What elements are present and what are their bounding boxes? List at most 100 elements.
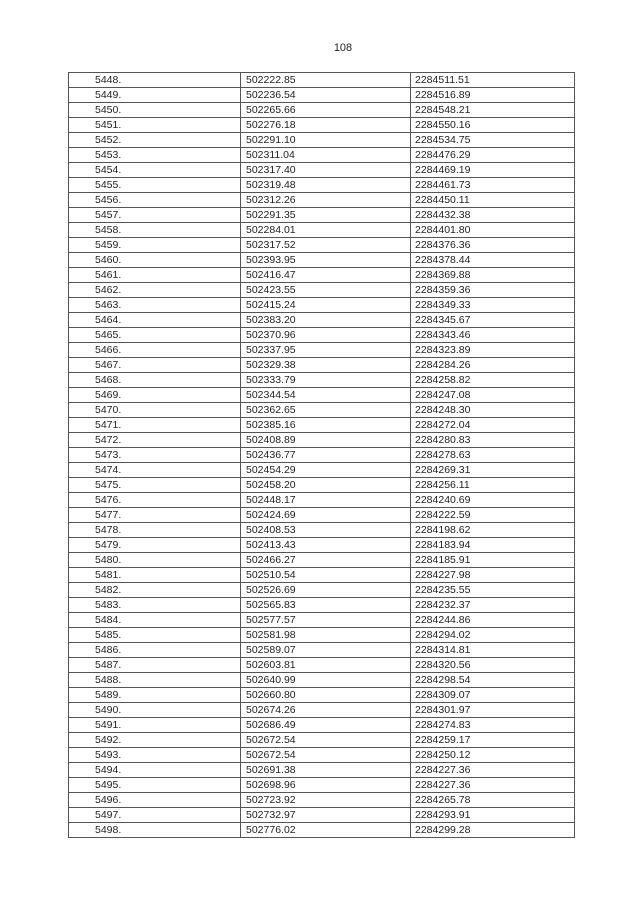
y-coordinate-cell: 2284258.82 — [410, 372, 575, 388]
y-coordinate-cell: 2284232.37 — [410, 597, 575, 613]
x-coordinate-cell: 502603.81 — [240, 657, 411, 673]
x-coordinate-cell: 502640.99 — [240, 672, 411, 688]
point-number-cell: 5484. — [68, 612, 241, 628]
table-row: 5464. 502383.20 2284345.67 — [68, 312, 575, 328]
y-coordinate-cell: 2284294.02 — [410, 627, 575, 643]
x-coordinate-cell: 502276.18 — [240, 117, 411, 133]
table-row: 5480. 502466.27 2284185.91 — [68, 552, 575, 568]
point-number-cell: 5491. — [68, 717, 241, 733]
point-number-cell: 5474. — [68, 462, 241, 478]
table-row: 5452. 502291.10 2284534.75 — [68, 132, 575, 148]
y-coordinate-cell: 2284269.31 — [410, 462, 575, 478]
x-coordinate-cell: 502408.53 — [240, 522, 411, 538]
x-coordinate-cell: 502723.92 — [240, 792, 411, 808]
y-coordinate-cell: 2284309.07 — [410, 687, 575, 703]
x-coordinate-cell: 502383.20 — [240, 312, 411, 328]
point-number-cell: 5494. — [68, 762, 241, 778]
table-row: 5473. 502436.77 2284278.63 — [68, 447, 575, 463]
point-number-cell: 5485. — [68, 627, 241, 643]
x-coordinate-cell: 502370.96 — [240, 327, 411, 343]
table-row: 5448. 502222.85 2284511.51 — [68, 72, 575, 88]
table-body: 5448. 502222.85 2284511.51 5449. 502236.54 22… — [68, 72, 575, 838]
point-number-cell: 5469. — [68, 387, 241, 403]
point-number-cell: 5482. — [68, 582, 241, 598]
y-coordinate-cell: 2284274.83 — [410, 717, 575, 733]
x-coordinate-cell: 502413.43 — [240, 537, 411, 553]
y-coordinate-cell: 2284516.89 — [410, 87, 575, 103]
point-number-cell: 5453. — [68, 147, 241, 163]
table-row: 5474. 502454.29 2284269.31 — [68, 462, 575, 478]
x-coordinate-cell: 502672.54 — [240, 732, 411, 748]
point-number-cell: 5471. — [68, 417, 241, 433]
table-row: 5491. 502686.49 2284274.83 — [68, 717, 575, 733]
x-coordinate-cell: 502408.89 — [240, 432, 411, 448]
y-coordinate-cell: 2284376.36 — [410, 237, 575, 253]
point-number-cell: 5490. — [68, 702, 241, 718]
table-row: 5454. 502317.40 2284469.19 — [68, 162, 575, 178]
y-coordinate-cell: 2284314.81 — [410, 642, 575, 658]
x-coordinate-cell: 502424.69 — [240, 507, 411, 523]
point-number-cell: 5450. — [68, 102, 241, 118]
table-row: 5472. 502408.89 2284280.83 — [68, 432, 575, 448]
point-number-cell: 5456. — [68, 192, 241, 208]
table-row: 5449. 502236.54 2284516.89 — [68, 87, 575, 103]
y-coordinate-cell: 2284469.19 — [410, 162, 575, 178]
y-coordinate-cell: 2284548.21 — [410, 102, 575, 118]
y-coordinate-cell: 2284378.44 — [410, 252, 575, 268]
table-row: 5488. 502640.99 2284298.54 — [68, 672, 575, 688]
table-row: 5450. 502265.66 2284548.21 — [68, 102, 575, 118]
point-number-cell: 5461. — [68, 267, 241, 283]
point-number-cell: 5487. — [68, 657, 241, 673]
point-number-cell: 5460. — [68, 252, 241, 268]
y-coordinate-cell: 2284359.36 — [410, 282, 575, 298]
point-number-cell: 5486. — [68, 642, 241, 658]
point-number-cell: 5481. — [68, 567, 241, 583]
x-coordinate-cell: 502319.48 — [240, 177, 411, 193]
page-number: 108 — [333, 42, 353, 54]
table-row: 5490. 502674.26 2284301.97 — [68, 702, 575, 718]
x-coordinate-cell: 502526.69 — [240, 582, 411, 598]
x-coordinate-cell: 502776.02 — [240, 822, 411, 838]
x-coordinate-cell: 502415.24 — [240, 297, 411, 313]
x-coordinate-cell: 502660.80 — [240, 687, 411, 703]
point-number-cell: 5476. — [68, 492, 241, 508]
table-row: 5478. 502408.53 2284198.62 — [68, 522, 575, 538]
point-number-cell: 5464. — [68, 312, 241, 328]
y-coordinate-cell: 2284323.89 — [410, 342, 575, 358]
y-coordinate-cell: 2284349.33 — [410, 297, 575, 313]
table-row: 5475. 502458.20 2284256.11 — [68, 477, 575, 493]
y-coordinate-cell: 2284259.17 — [410, 732, 575, 748]
coordinates-table: 5448. 502222.85 2284511.51 5449. 502236.54 22… — [68, 72, 575, 838]
x-coordinate-cell: 502589.07 — [240, 642, 411, 658]
x-coordinate-cell: 502222.85 — [240, 72, 411, 88]
x-coordinate-cell: 502686.49 — [240, 717, 411, 733]
point-number-cell: 5495. — [68, 777, 241, 793]
x-coordinate-cell: 502672.54 — [240, 747, 411, 763]
table-row: 5483. 502565.83 2284232.37 — [68, 597, 575, 613]
y-coordinate-cell: 2284476.29 — [410, 147, 575, 163]
x-coordinate-cell: 502317.40 — [240, 162, 411, 178]
y-coordinate-cell: 2284244.86 — [410, 612, 575, 628]
table-row: 5485. 502581.98 2284294.02 — [68, 627, 575, 643]
x-coordinate-cell: 502698.96 — [240, 777, 411, 793]
table-row: 5469. 502344.54 2284247.08 — [68, 387, 575, 403]
table-row: 5463. 502415.24 2284349.33 — [68, 297, 575, 313]
y-coordinate-cell: 2284248.30 — [410, 402, 575, 418]
y-coordinate-cell: 2284343.46 — [410, 327, 575, 343]
point-number-cell: 5479. — [68, 537, 241, 553]
point-number-cell: 5475. — [68, 477, 241, 493]
table-row: 5461. 502416.47 2284369.88 — [68, 267, 575, 283]
table-row: 5477. 502424.69 2284222.59 — [68, 507, 575, 523]
table-row: 5451. 502276.18 2284550.16 — [68, 117, 575, 133]
table-row: 5481. 502510.54 2284227.98 — [68, 567, 575, 583]
y-coordinate-cell: 2284432.38 — [410, 207, 575, 223]
point-number-cell: 5489. — [68, 687, 241, 703]
x-coordinate-cell: 502311.04 — [240, 147, 411, 163]
y-coordinate-cell: 2284280.83 — [410, 432, 575, 448]
x-coordinate-cell: 502362.65 — [240, 402, 411, 418]
y-coordinate-cell: 2284256.11 — [410, 477, 575, 493]
x-coordinate-cell: 502236.54 — [240, 87, 411, 103]
y-coordinate-cell: 2284320.56 — [410, 657, 575, 673]
table-row: 5498. 502776.02 2284299.28 — [68, 822, 575, 838]
y-coordinate-cell: 2284298.54 — [410, 672, 575, 688]
